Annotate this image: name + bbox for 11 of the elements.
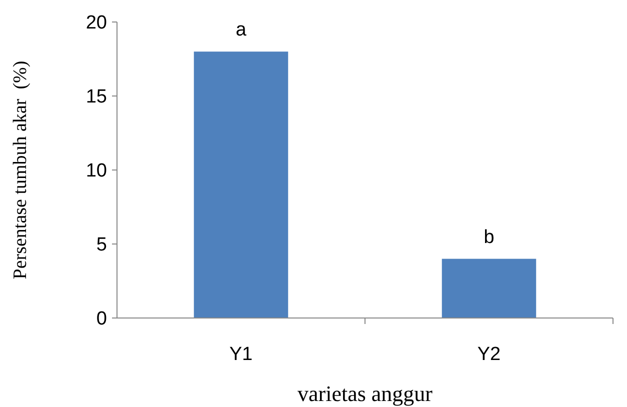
x-tick-label: Y1 <box>229 344 253 365</box>
y-axis-title: Persentase tumbuh akar (%) <box>10 60 31 280</box>
annotation: b <box>484 226 494 248</box>
y-tick-label: 10 <box>86 160 107 182</box>
x-tick-label: Y2 <box>477 344 501 365</box>
annotation: a <box>236 20 247 41</box>
y-tick-label: 5 <box>96 234 107 256</box>
x-axis-title: varietas anggur <box>298 381 434 406</box>
y-tick-label: 20 <box>86 12 107 34</box>
y-tick-label: 0 <box>96 308 107 330</box>
y-tick-label: 15 <box>86 86 107 108</box>
